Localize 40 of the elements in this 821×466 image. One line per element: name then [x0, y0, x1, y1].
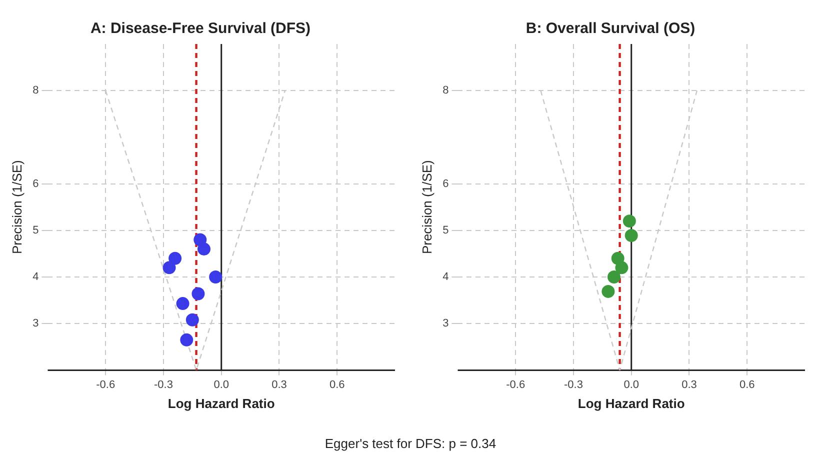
chart-title: A: Disease-Free Survival (DFS) [90, 20, 311, 38]
y-tick-label: 4 [442, 271, 449, 284]
point [624, 229, 638, 242]
point [180, 333, 194, 346]
x-tick-label: 0.6 [329, 378, 345, 391]
point [162, 261, 176, 274]
point [209, 270, 222, 284]
x-axis-title: Log Hazard Ratio [578, 396, 685, 411]
x-tick-label: 0.0 [214, 378, 230, 391]
x-tick-label: -0.3 [154, 378, 173, 391]
y-axis-title: Precision (1/SE) [419, 160, 434, 254]
point [186, 313, 199, 326]
point [176, 297, 190, 310]
x-tick-label: -0.6 [506, 378, 526, 391]
x-tick-label: 0.6 [739, 378, 755, 391]
x-tick-label: 0.3 [272, 378, 287, 391]
y-tick-label: 5 [32, 224, 39, 236]
point [622, 214, 636, 228]
y-tick-label: 8 [442, 84, 449, 97]
point [192, 287, 205, 300]
text: Egger's test for DFS: p = 0.34 [324, 436, 498, 451]
y-axis-title: Precision (1/SE) [9, 160, 24, 254]
y-tick-label: 6 [442, 178, 449, 190]
x-tick-label: 0.3 [682, 378, 697, 391]
x-tick-label: -0.3 [564, 378, 583, 391]
x-tick-label: -0.6 [96, 378, 116, 391]
y-tick-label: 3 [442, 318, 449, 330]
point [607, 270, 620, 284]
y-tick-label: 5 [442, 224, 449, 236]
y-tick-label: 6 [32, 178, 39, 190]
chart-title: B: Overall Survival (OS) [526, 20, 696, 38]
y-tick-label: 8 [32, 84, 39, 97]
y-tick-label: 3 [32, 318, 39, 330]
x-axis-title: Log Hazard Ratio [168, 396, 275, 411]
point [602, 284, 615, 298]
y-tick-label: 4 [32, 271, 39, 284]
x-tick-label: 0.0 [624, 378, 640, 391]
point [197, 242, 210, 256]
point [168, 252, 182, 265]
point [615, 261, 628, 274]
